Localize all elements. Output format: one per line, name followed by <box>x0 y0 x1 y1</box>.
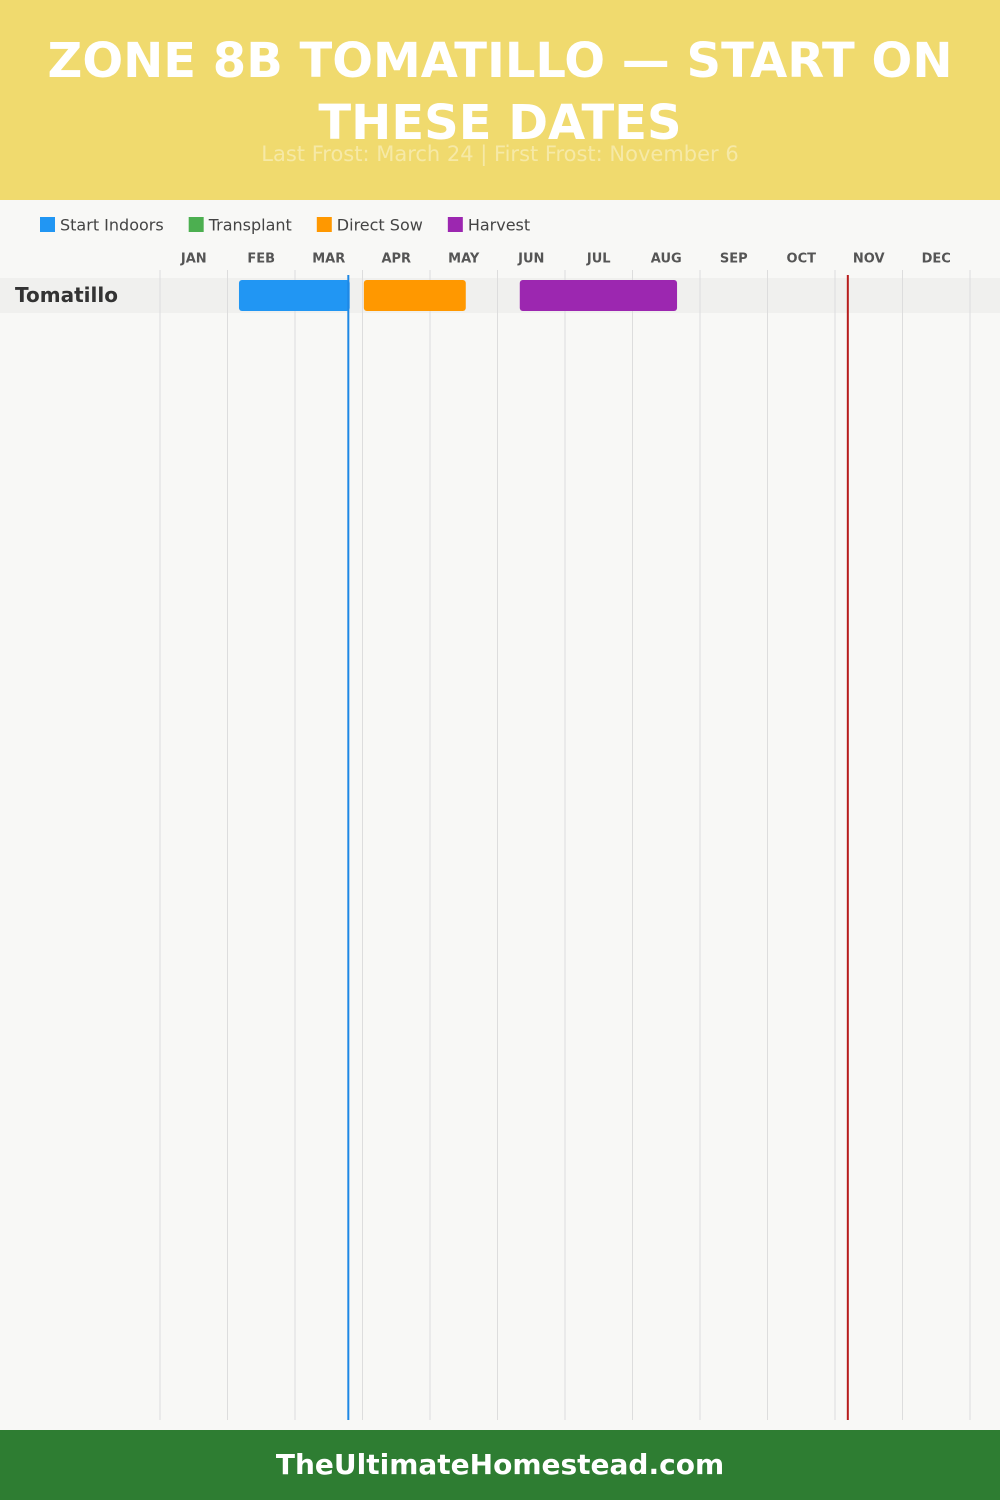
bar <box>363 280 466 311</box>
legend-swatch <box>188 217 204 232</box>
month-label: DEC <box>922 252 951 267</box>
legend-swatch <box>40 217 55 232</box>
header: ZONE 8B TOMATILLO — START ON THESE DATES… <box>0 0 1000 200</box>
month-label: JAN <box>180 252 207 267</box>
footer: TheUltimateHomestead.com <box>0 1430 1000 1500</box>
legend-label: Harvest <box>468 216 530 235</box>
legend-label: Start Indoors <box>60 216 164 235</box>
legend-swatch <box>316 217 332 232</box>
month-label: JUN <box>517 252 544 267</box>
month-label: OCT <box>787 252 817 267</box>
month-label: AUG <box>651 252 682 267</box>
bar <box>519 280 678 311</box>
chart-title: ZONE 8B TOMATILLO — START ON THESE DATES <box>47 33 953 151</box>
month-label: MAY <box>448 252 480 267</box>
month-label: NOV <box>853 252 885 267</box>
legend-label: Direct Sow <box>337 216 423 235</box>
chart: Start Indoors Transplant Direct Sow Harvest… <box>0 216 1000 1420</box>
month-label: JUL <box>586 252 611 267</box>
month-label: FEB <box>247 252 275 267</box>
legend-label: Transplant <box>208 216 292 235</box>
bar <box>238 280 350 311</box>
chart-subtitle: Last Frost: March 24 | First Frost: Nove… <box>261 142 739 166</box>
month-label: SEP <box>720 252 748 267</box>
row-label: Tomatillo <box>15 283 118 307</box>
month-label: APR <box>381 252 411 267</box>
legend-swatch <box>447 217 463 232</box>
month-label: MAR <box>312 252 345 267</box>
row-band <box>0 278 1000 313</box>
